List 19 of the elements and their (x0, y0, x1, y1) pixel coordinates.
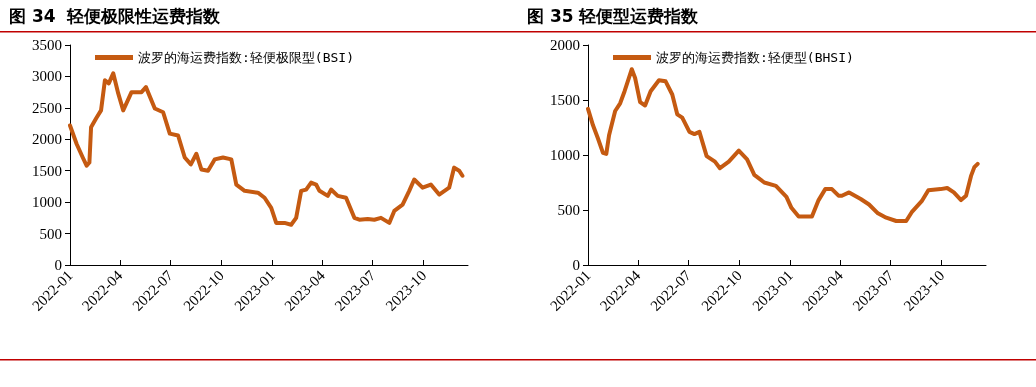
y-tick-label: 3000 (32, 68, 62, 85)
line-series (68, 71, 465, 227)
chart-title: 图 35 轻便型运费指数 (527, 5, 700, 26)
y-tick-label: 1000 (550, 147, 580, 163)
y-tick-label: 500 (557, 202, 580, 218)
y-tick-label: 2000 (550, 37, 580, 53)
y-tick-label: 500 (39, 225, 62, 242)
y-tick-label: 2500 (32, 99, 62, 116)
y-tick-label: 1000 (32, 194, 62, 211)
line-series (586, 67, 980, 223)
legend-label: 波罗的海运费指数:轻便型(BHSI) (656, 50, 854, 65)
y-tick-label: 0 (572, 257, 580, 273)
y-tick-label: 0 (54, 257, 62, 273)
y-tick-label: 2000 (32, 131, 62, 148)
chart-title: 图 34 轻便极限性运费指数 (9, 5, 222, 26)
y-tick-label: 3500 (32, 37, 62, 53)
y-tick-label: 1500 (550, 92, 580, 108)
y-tick-label: 1500 (32, 162, 62, 179)
legend-label: 波罗的海运费指数:轻便极限型(BSI) (138, 50, 354, 65)
